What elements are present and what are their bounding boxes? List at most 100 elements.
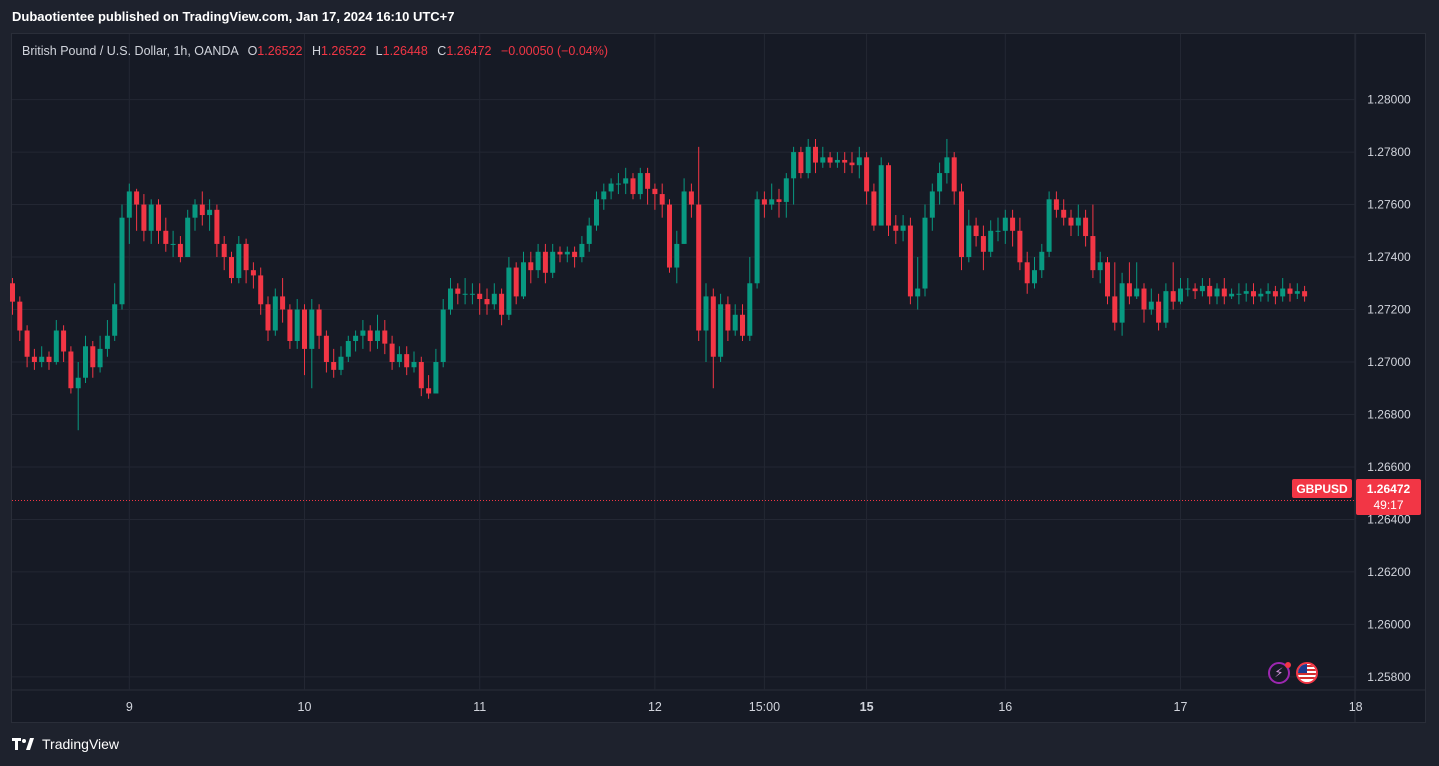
candle [783, 173, 789, 218]
time-axis[interactable]: 9 10 11 12 15:00 15 16 17 18 [126, 700, 1363, 714]
candle [477, 283, 483, 315]
candle-body [696, 204, 702, 331]
candle-body [141, 204, 147, 231]
candle-body [747, 283, 753, 336]
candle [411, 351, 417, 373]
candle-body [1287, 288, 1293, 294]
candle-body [214, 209, 220, 244]
candle-body [1090, 236, 1096, 271]
candle [1178, 278, 1183, 305]
legend-open-value: 1.26522 [257, 44, 303, 58]
candle [725, 296, 731, 342]
candle [97, 335, 103, 373]
candle-body [834, 159, 840, 163]
candle-body [878, 165, 884, 226]
candle-body [893, 225, 899, 231]
candle-body [995, 230, 1001, 232]
time-tick-label: 18 [1349, 700, 1363, 714]
candle-body [112, 304, 118, 336]
candle [1156, 293, 1162, 331]
candle-body [323, 335, 329, 362]
candle-body [791, 152, 797, 179]
candle [929, 183, 935, 231]
candle [426, 375, 432, 399]
candle [557, 246, 563, 263]
candle-body [740, 314, 745, 336]
candle-body [1119, 283, 1125, 323]
candle [258, 267, 264, 315]
candle [1280, 278, 1286, 302]
candle-body [623, 178, 629, 184]
candle [1148, 288, 1154, 315]
candle [1083, 209, 1089, 247]
price-tick-label: 1.27800 [1367, 145, 1411, 159]
candle-body [579, 243, 585, 258]
candle-body [338, 356, 344, 370]
candle-body [90, 346, 96, 368]
symbol-badge[interactable]: GBPUSD [1292, 479, 1352, 498]
candle-body [542, 251, 548, 273]
candle-body [1258, 293, 1264, 297]
candle [491, 283, 497, 310]
candle-body [250, 270, 256, 276]
time-tick-label: 17 [1174, 700, 1188, 714]
candle [331, 348, 337, 378]
candle [75, 362, 81, 431]
candle [272, 288, 278, 336]
legend-change: −0.00050 (−0.04%) [501, 44, 609, 58]
candle-body [1126, 283, 1132, 297]
candle-body [61, 330, 67, 352]
candle-body [1032, 270, 1037, 284]
candle-body [302, 309, 307, 349]
candle [462, 278, 468, 305]
candle [791, 146, 797, 205]
candle-body [769, 199, 775, 205]
candle [740, 304, 745, 342]
candle [1097, 251, 1103, 284]
candle [864, 152, 870, 205]
candle [966, 209, 972, 263]
candle-body [170, 243, 176, 245]
candle [703, 283, 709, 362]
candle [623, 167, 629, 195]
candle-body [951, 157, 957, 192]
time-tick-label: 10 [298, 700, 312, 714]
candle-body [988, 230, 994, 252]
candle-body [426, 388, 432, 394]
candle [90, 341, 96, 378]
candle-body [1170, 291, 1176, 302]
candle [878, 157, 884, 226]
candle-body [667, 204, 672, 268]
candle [112, 283, 118, 342]
lightning-event-icon[interactable]: ⚡ [1268, 662, 1290, 684]
candle [681, 178, 687, 244]
candle-body [126, 191, 132, 218]
us-flag-event-icon[interactable] [1296, 662, 1318, 684]
candle-body [199, 204, 205, 216]
candle [893, 215, 899, 244]
candle [302, 304, 307, 376]
candle-body [39, 356, 45, 362]
candle-body [1002, 217, 1008, 231]
candle [1207, 278, 1213, 305]
candle [221, 236, 227, 271]
candle [141, 194, 147, 242]
candle [83, 335, 88, 383]
candle [156, 199, 161, 244]
candle [900, 215, 906, 242]
candle [280, 278, 286, 323]
candle-body [973, 225, 979, 237]
candle [572, 246, 578, 268]
footer-brand[interactable]: TradingView [12, 736, 119, 752]
candle-body [75, 377, 81, 389]
candle-body [382, 330, 388, 344]
candle [1039, 243, 1045, 279]
candle-body [900, 225, 906, 231]
candle-body [1207, 285, 1213, 297]
chart-frame[interactable] [11, 33, 1426, 723]
price-tick-label: 1.25800 [1367, 670, 1411, 684]
price-axis[interactable]: 1.28000 1.27800 1.27600 1.27400 1.27200 1.270… [1367, 93, 1411, 684]
price-tick-label: 1.28000 [1367, 93, 1411, 107]
candle [1294, 283, 1300, 300]
